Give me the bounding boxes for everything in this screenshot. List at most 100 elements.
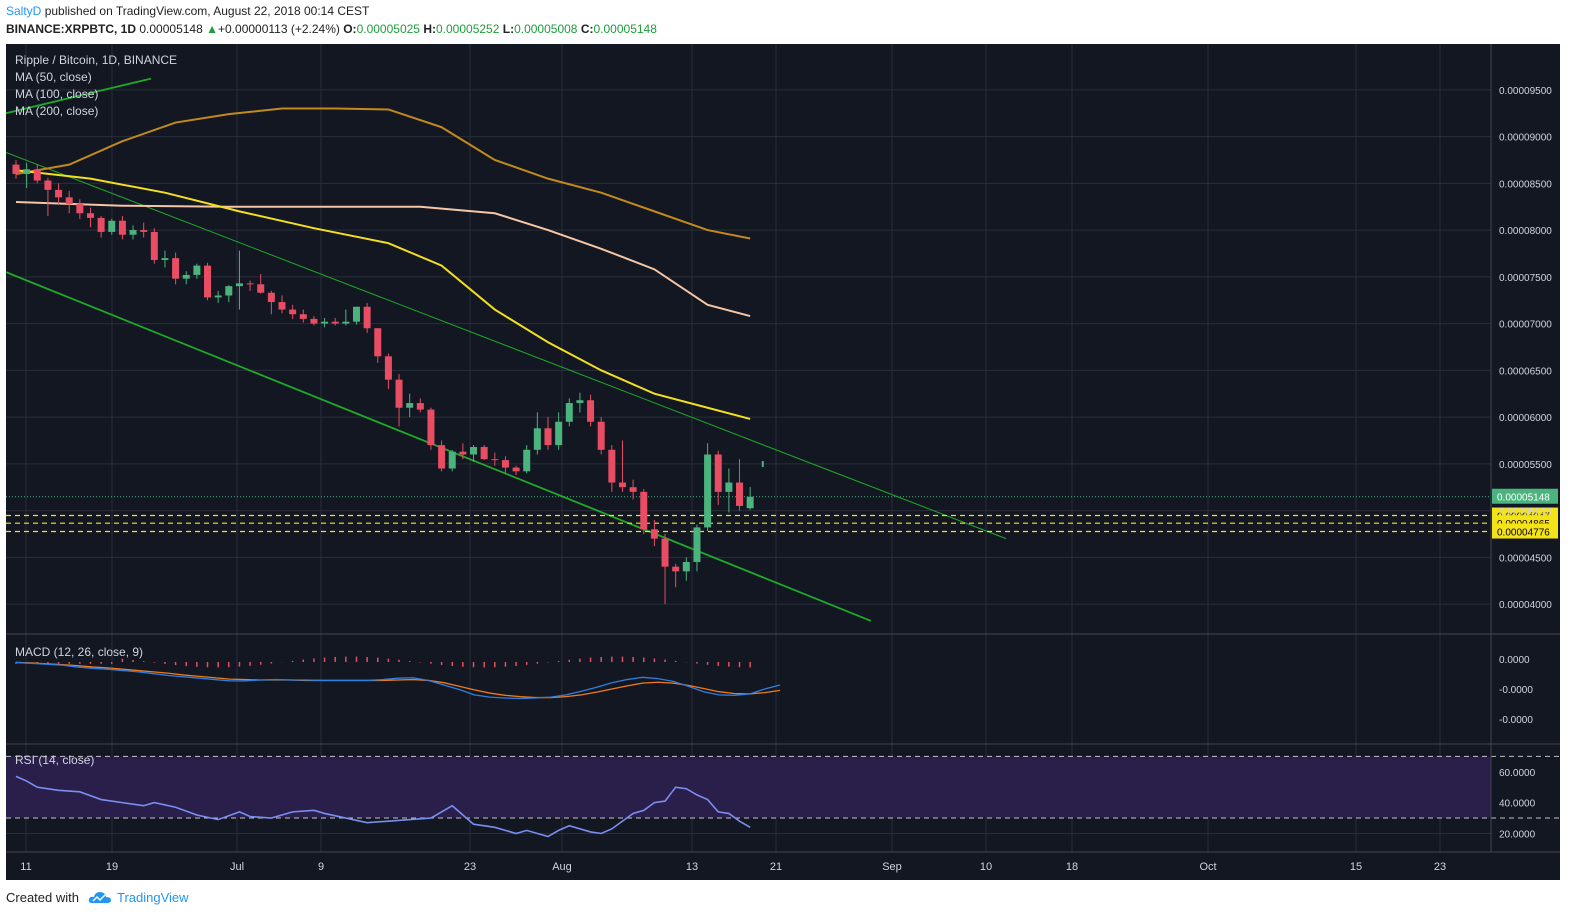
candle-body [299, 314, 307, 319]
ma200-line [15, 107, 751, 240]
channel-trendlines [6, 77, 1007, 622]
rsi-pane: 60.0000 40.0000 20.0000 [15, 768, 1536, 840]
candle-body [661, 538, 669, 567]
candle-body [416, 403, 424, 410]
candle-body [172, 258, 180, 279]
candle-body [512, 467, 520, 472]
candle-body [618, 482, 626, 488]
candle-body [278, 302, 286, 310]
ma100-line [15, 201, 751, 318]
y-tick-label: 0.00007000 [1499, 320, 1552, 331]
macd-tick-label: -0.0000 [1499, 715, 1533, 726]
last-price: 0.00005148 [139, 22, 203, 36]
open-label: O: [343, 22, 357, 36]
candle-body [140, 230, 148, 232]
high-label: H: [423, 22, 436, 36]
legend-title: Ripple / Bitcoin, 1D, BINANCE [15, 53, 177, 67]
candle-body [321, 321, 329, 324]
legend-ma100: MA (100, close) [15, 87, 98, 101]
candle-body [374, 328, 382, 357]
candle-body [459, 451, 467, 455]
up-arrow-icon: ▲ [206, 22, 218, 36]
legend-ma200: MA (200, close) [15, 104, 98, 118]
support-level-tag [1492, 523, 1558, 539]
symbol-name: BINANCE:XRPBTC, 1D [6, 22, 137, 36]
candle-body [427, 409, 435, 446]
last-price-tag [1492, 488, 1558, 504]
candle-body [533, 428, 541, 450]
x-tick-label: 11 [20, 861, 31, 873]
rsi-band-fill [6, 756, 1491, 819]
tradingview-link[interactable]: TradingView [117, 890, 189, 905]
last-price-label: 0.00005148 [1497, 493, 1550, 504]
candle-body [246, 283, 254, 285]
price-change: +0.00000113 (+2.24%) [218, 22, 340, 36]
candle-body [544, 428, 552, 446]
candle-body [736, 482, 744, 506]
candle-body [214, 295, 222, 298]
candle-body [33, 169, 41, 181]
candle-body [480, 446, 488, 460]
candle-body [395, 379, 403, 408]
axes: 11 19 Jul 9 23 Aug 13 21 Sep 10 18 Oct 15 23 0.0000400… [6, 44, 1560, 873]
x-tick-label: 21 [770, 861, 782, 873]
candle-body [725, 482, 733, 492]
chart-area[interactable]: 0.000051480.000049470.000048650.00004776… [6, 44, 1560, 880]
x-tick-label: 23 [1434, 861, 1446, 873]
candle-body [86, 213, 94, 218]
candle-body [597, 421, 605, 450]
support-level-label: 0.00004776 [1497, 528, 1550, 539]
candle-body [501, 460, 509, 468]
open-value: 0.00005025 [356, 22, 420, 36]
rsi-tick-label: 60.0000 [1499, 768, 1536, 779]
y-tick-label: 0.00007500 [1499, 273, 1552, 284]
current-marker [761, 461, 764, 468]
low-label: L: [502, 22, 515, 36]
y-tick-label: 0.00009000 [1499, 133, 1552, 144]
candle-body [76, 203, 84, 214]
rsi-tick-label: 40.0000 [1499, 799, 1536, 810]
candle-body [640, 491, 648, 530]
candle-body [342, 321, 350, 324]
candle-body [704, 454, 712, 528]
x-tick-label: Aug [552, 861, 572, 873]
candle-body [44, 180, 52, 190]
macd-line [15, 661, 781, 700]
candle-body [182, 274, 190, 279]
candle-body [587, 400, 595, 422]
candle-body [384, 356, 392, 380]
tradingview-cloud-icon [88, 892, 111, 903]
macd-tick-label: 0.0000 [1499, 655, 1530, 666]
rsi-band [6, 755, 1560, 819]
candle-body [12, 164, 20, 174]
candles [12, 159, 764, 605]
x-tick-label: 10 [980, 861, 992, 873]
candle-body [65, 197, 73, 204]
publish-line: SaltyD published on TradingView.com, Aug… [6, 4, 369, 18]
x-tick-label: 13 [686, 861, 698, 873]
x-tick-label: Oct [1199, 861, 1216, 873]
legend-ma50: MA (50, close) [15, 70, 92, 84]
candle-body [193, 265, 201, 275]
created-with-text: Created with [6, 890, 79, 905]
high-value: 0.00005252 [435, 22, 500, 36]
y-tick-label: 0.00004500 [1499, 553, 1552, 564]
author-link[interactable]: SaltyD [6, 4, 42, 18]
candle-body [289, 309, 297, 315]
y-tick-label: 0.00008500 [1499, 179, 1552, 190]
candle-body [352, 306, 360, 322]
candle-body [672, 566, 680, 572]
candle-body [55, 189, 63, 198]
y-tick-label: 0.00005500 [1499, 460, 1552, 471]
x-tick-label: 15 [1350, 861, 1362, 873]
candle-body [267, 292, 275, 303]
rsi-tick-label: 20.0000 [1499, 829, 1536, 840]
macd-label: MACD (12, 26, close, 9) [15, 645, 143, 659]
close-label: C: [580, 22, 594, 36]
candle-body [235, 283, 243, 287]
candle-body [682, 562, 690, 572]
chart-canvas[interactable]: 0.000051480.000049470.000048650.00004776… [6, 44, 1560, 880]
candle-body [565, 403, 573, 422]
y-tick-label: 0.00006500 [1499, 366, 1552, 377]
published-text: published on TradingView.com, August 22,… [44, 4, 370, 18]
